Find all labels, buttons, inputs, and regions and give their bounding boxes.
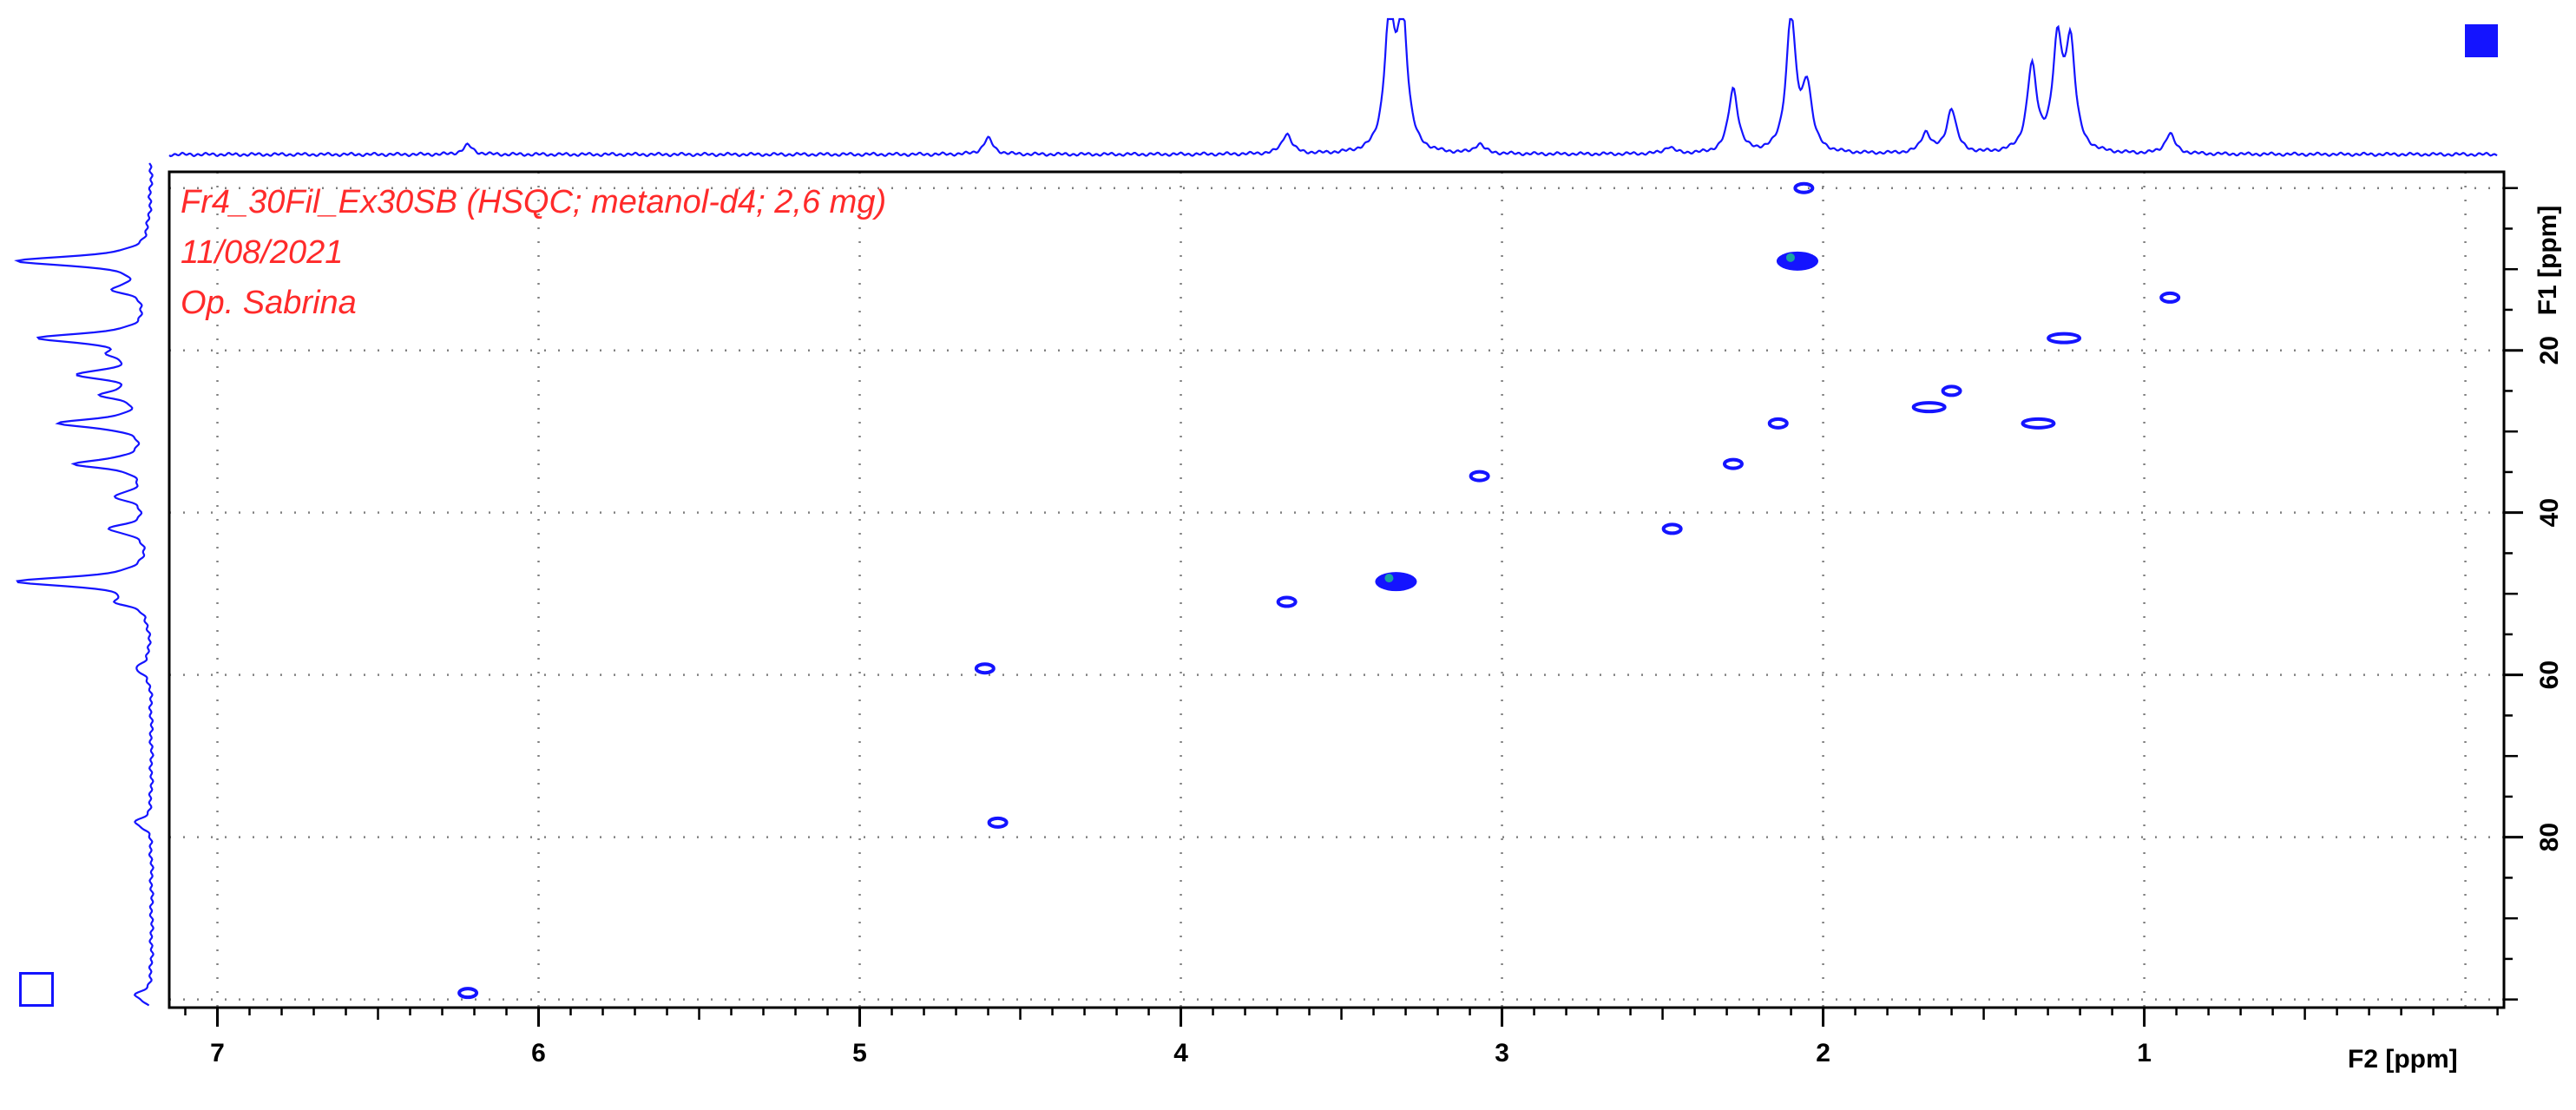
x-tick-label: 5 <box>852 1039 867 1067</box>
x-tick-label: 7 <box>210 1039 225 1067</box>
y-tick-label: 40 <box>2535 498 2564 527</box>
contour-ring <box>1767 417 1789 430</box>
contour-ring <box>1941 384 1962 397</box>
cross-peak <box>1776 251 1818 271</box>
cross-peak <box>2021 417 2056 430</box>
contour-ring <box>2159 291 2181 304</box>
contour-accent <box>1785 253 1795 262</box>
x-tick-label: 2 <box>1816 1039 1830 1067</box>
contour-ring <box>1722 457 1744 470</box>
contour-ring <box>1793 181 1815 194</box>
f2-axis: 7 6 5 4 3 2 1 <box>184 1008 2499 1067</box>
cross-peak <box>2159 291 2181 304</box>
y-tick-label: 80 <box>2535 823 2564 851</box>
x-tick-label: 1 <box>2137 1039 2152 1067</box>
contour-filled <box>1776 251 1818 271</box>
f1-projection <box>14 162 154 1007</box>
f2-axis-label: F2 [ppm] <box>2348 1045 2458 1074</box>
cross-peak <box>1941 384 1962 397</box>
cross-peak <box>987 816 1009 829</box>
contour-filled <box>1375 572 1417 592</box>
operator-name: Op. Sabrina <box>181 285 357 321</box>
grid <box>169 172 2504 1008</box>
f1-axis: 20 40 60 80 <box>2504 187 2564 1001</box>
cross-peak <box>457 987 479 1000</box>
plot-frame <box>168 170 2506 1009</box>
experiment-date: 11/08/2021 <box>181 234 344 271</box>
contour-ring <box>1911 401 1947 414</box>
contour-ring <box>1661 522 1683 535</box>
contour-ring <box>974 662 996 675</box>
x-tick-label: 3 <box>1495 1039 1509 1067</box>
contour-ring <box>1469 470 1490 483</box>
x-tick-label: 4 <box>1173 1039 1188 1067</box>
cross-peak <box>1469 470 1490 483</box>
cross-peak <box>1661 522 1683 535</box>
contour-accent <box>1384 574 1394 583</box>
positive-contour-legend-icon[interactable] <box>2465 24 2498 57</box>
contour-ring <box>2021 417 2056 430</box>
experiment-title: Fr4_30Fil_Ex30SB (HSQC; metanol-d4; 2,6 … <box>181 184 887 220</box>
cross-peak <box>1911 401 1947 414</box>
cross-peaks <box>457 181 2181 1000</box>
cross-peak <box>1276 595 1298 608</box>
cross-peak <box>1722 457 1744 470</box>
contour-ring <box>457 987 479 1000</box>
x-tick-label: 6 <box>531 1039 546 1067</box>
cross-peak <box>974 662 996 675</box>
negative-contour-legend-icon[interactable] <box>19 972 54 1007</box>
y-tick-label: 20 <box>2535 336 2564 365</box>
cross-peak <box>1375 572 1417 592</box>
contour-ring <box>1276 595 1298 608</box>
contour-ring <box>987 816 1009 829</box>
y-tick-label: 60 <box>2535 660 2564 689</box>
cross-peak <box>2047 332 2082 345</box>
f2-projection-trace <box>168 17 2498 158</box>
cross-peak <box>1767 417 1789 430</box>
f2-projection <box>168 17 2498 158</box>
cross-peak <box>1793 181 1815 194</box>
f1-axis-label: F1 [ppm] <box>2533 206 2562 316</box>
contour-ring <box>2047 332 2082 345</box>
f1-projection-trace <box>14 162 154 1007</box>
